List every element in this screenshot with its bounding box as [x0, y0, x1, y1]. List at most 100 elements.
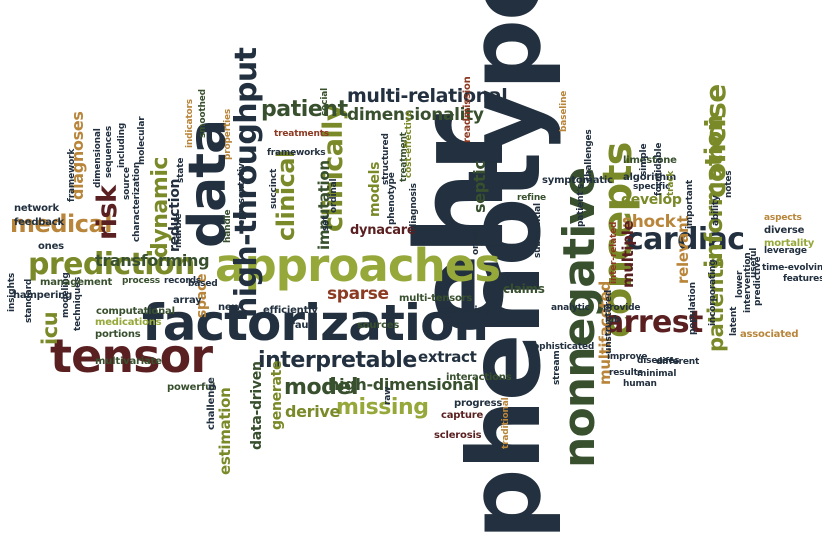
word-54: fraud	[286, 320, 316, 331]
word-87: smoothed	[198, 89, 208, 138]
word-69: computational	[96, 306, 175, 317]
word-26: sparse	[327, 284, 389, 304]
word-130: useful	[749, 247, 759, 278]
word-124: mortality	[764, 238, 815, 249]
word-10: cardiac	[626, 222, 745, 257]
word-49: algorithm	[623, 172, 677, 183]
word-67: multivariate	[95, 356, 162, 367]
word-33: transforming	[95, 251, 210, 270]
word-138: minimal	[637, 369, 677, 379]
word-48: limestone	[623, 155, 677, 166]
word-92: records	[164, 276, 202, 286]
word-105: diagnosis	[409, 183, 419, 230]
word-109: substantial	[533, 203, 543, 258]
word-126: time-evolving	[762, 263, 822, 273]
word-57: progress	[454, 398, 503, 409]
word-115: simple	[639, 143, 649, 176]
word-78: network	[14, 203, 59, 214]
word-63: efficiently	[263, 305, 318, 316]
word-52: multi-tensors	[399, 293, 473, 304]
word-89: properties	[223, 108, 233, 160]
word-120: notes	[724, 170, 734, 198]
word-24: multi-relational	[347, 85, 508, 107]
word-3: approaches	[215, 239, 501, 292]
word-131: lower	[735, 270, 745, 298]
word-21: missing	[336, 395, 429, 420]
word-117: formidable	[654, 142, 664, 196]
word-76: ones	[38, 241, 64, 252]
word-44: dynacare	[350, 223, 416, 238]
word-145: sophisticated	[528, 342, 595, 352]
word-136: different	[656, 357, 700, 367]
word-75: standard	[24, 278, 34, 323]
word-66: portions	[95, 329, 141, 340]
word-74: insights	[7, 272, 17, 312]
word-101: set	[321, 215, 331, 231]
word-64: new	[218, 302, 241, 313]
word-146: stream	[552, 350, 562, 385]
word-55: sources	[357, 320, 400, 331]
word-142: provide	[603, 303, 641, 313]
word-14: medical	[10, 210, 112, 238]
word-18: interpretable	[258, 348, 417, 373]
word-144: analytic	[551, 303, 590, 313]
word-9: prediction	[28, 247, 195, 282]
word-80: dimensional	[93, 128, 103, 188]
word-40: generate	[269, 360, 285, 430]
word-99: handle	[223, 209, 233, 243]
word-84: source	[122, 167, 132, 200]
word-29: shock	[622, 212, 676, 232]
word-135: population	[688, 282, 698, 335]
word-53: reasoning	[437, 305, 492, 316]
word-97: succinct	[269, 168, 279, 209]
word-132: latent	[729, 306, 739, 336]
word-79: framework	[67, 148, 77, 202]
word-98: representative	[237, 157, 247, 230]
word-96: frameworks	[267, 148, 326, 158]
word-147: raw	[383, 386, 393, 405]
word-140: results	[609, 368, 643, 378]
word-85: molecular	[137, 116, 147, 165]
word-81: sequences	[104, 126, 114, 178]
word-86: indicators	[185, 99, 195, 148]
word-39: data-driven	[249, 361, 265, 450]
word-30: develop	[621, 192, 682, 208]
word-113: inter-related	[609, 221, 619, 284]
word-31: multiple	[619, 220, 637, 288]
word-61: powerful	[167, 382, 216, 393]
word-47: claims	[503, 282, 545, 296]
word-91: based	[188, 279, 218, 289]
word-93: process	[122, 276, 160, 286]
word-90: marble	[174, 213, 184, 248]
word-17: risk	[92, 185, 123, 240]
word-125: leverage	[764, 246, 807, 256]
word-37: extract	[418, 348, 477, 366]
word-25: dimensionality	[347, 105, 484, 125]
word-127: features	[783, 274, 822, 284]
word-20: model	[284, 375, 359, 400]
word-2: factorization	[142, 294, 489, 352]
word-56: interactions	[446, 372, 512, 383]
word-65: array	[173, 295, 202, 306]
word-72: management	[40, 277, 113, 288]
word-59: sclerosis	[434, 430, 482, 441]
word-139: improve	[607, 352, 648, 362]
word-94: treatments	[274, 129, 329, 139]
word-100: ordinal	[329, 178, 339, 213]
word-43: septic	[470, 160, 489, 213]
word-34: high-dimensional	[328, 375, 479, 394]
word-83: characterization	[132, 161, 142, 242]
word-42: models	[367, 161, 383, 217]
word-106: cost-effective	[404, 110, 414, 178]
word-118: track	[666, 170, 676, 196]
word-4: tensor	[50, 329, 213, 383]
word-88: state	[176, 157, 186, 183]
word-27: icu	[38, 311, 62, 345]
word-51: readmission	[462, 76, 473, 143]
word-36: derive	[285, 402, 341, 421]
word-121: ability	[711, 195, 721, 226]
word-116: specific	[633, 182, 671, 192]
word-68: medications	[95, 317, 162, 328]
word-111: patient's	[576, 183, 586, 227]
